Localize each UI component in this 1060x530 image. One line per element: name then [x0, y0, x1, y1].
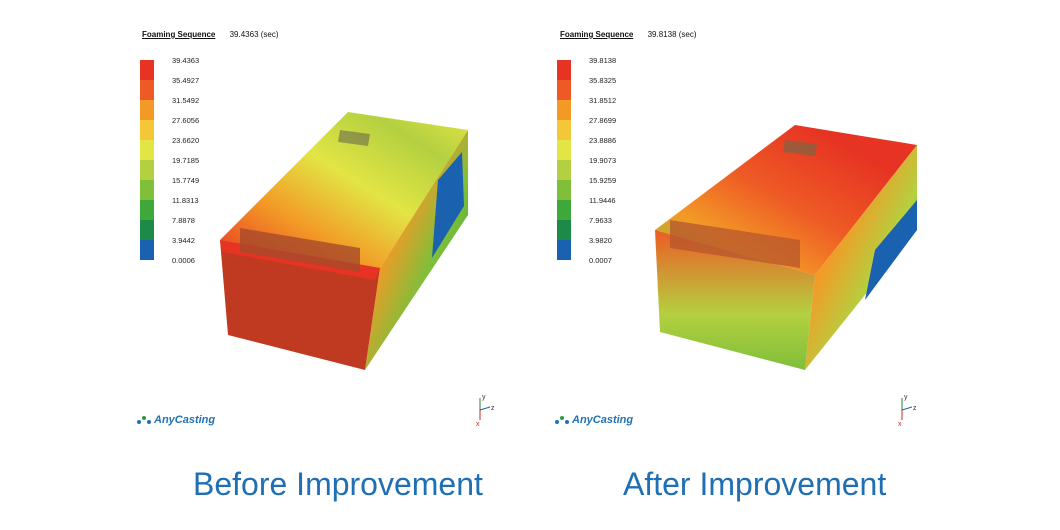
legend-swatch	[140, 180, 154, 200]
legend-tick: 11.8313	[172, 196, 199, 205]
legend-swatch	[140, 60, 154, 80]
logo-text: AnyCasting	[154, 414, 216, 426]
legend-swatch	[557, 220, 571, 240]
panel-before: Foaming Sequence 39.4363 (sec) 39.4363 3…	[136, 30, 495, 502]
legend-swatch	[557, 200, 571, 220]
panel-after: Foaming Sequence 39.8138 (sec) 39.8138 3…	[530, 0, 1060, 530]
legend-tick: 31.5492	[172, 96, 200, 105]
legend-tick: 11.9446	[589, 196, 616, 205]
time-readout: 39.8138 (sec)	[647, 30, 697, 39]
legend-tick: 27.6056	[172, 116, 200, 125]
legend-swatch	[140, 200, 154, 220]
legend-tick: 35.4927	[172, 76, 200, 85]
legend-swatch	[140, 100, 154, 120]
legend-swatch	[140, 240, 154, 260]
legend-swatch	[557, 160, 571, 180]
axis-y-label: y	[904, 394, 908, 401]
axis-z-label: z	[491, 405, 495, 412]
legend-tick: 15.7749	[172, 176, 200, 185]
legend-tick: 31.8512	[589, 96, 617, 105]
logo-mark-icon	[555, 416, 569, 425]
legend-swatch	[557, 140, 571, 160]
legend-tick: 27.8699	[589, 116, 617, 125]
anycasting-logo: AnyCasting	[554, 414, 633, 426]
legend-swatch	[140, 220, 154, 240]
legend-tick: 0.0006	[172, 256, 195, 265]
time-readout: 39.4363 (sec)	[229, 30, 279, 39]
axis-triad: y z x	[898, 394, 917, 428]
caption-before: Before Improvement	[193, 466, 483, 502]
legend-tick: 19.7185	[172, 156, 200, 165]
legend-tick: 3.9442	[172, 236, 195, 245]
legend-header: Foaming Sequence 39.8138 (sec)	[560, 30, 697, 39]
legend-swatch	[140, 80, 154, 100]
logo-text: AnyCasting	[572, 414, 634, 426]
legend-swatch	[140, 140, 154, 160]
legend-tick: 0.0007	[589, 256, 612, 265]
simulation-model-after	[655, 125, 917, 370]
axis-triad: y z x	[476, 394, 495, 428]
legend-tick: 7.9633	[589, 216, 612, 225]
legend-tick: 39.4363	[172, 56, 200, 65]
axis-x-label: x	[898, 421, 902, 428]
logo-mark-icon	[137, 416, 151, 425]
legend-tick: 3.9820	[589, 236, 612, 245]
legend-title: Foaming Sequence	[560, 30, 634, 39]
simulation-model-before	[220, 112, 468, 370]
anycasting-logo: AnyCasting	[136, 414, 215, 426]
legend-tick: 23.8886	[589, 136, 617, 145]
legend-tick: 19.9073	[589, 156, 617, 165]
legend-swatch	[557, 100, 571, 120]
legend-header: Foaming Sequence 39.4363 (sec)	[142, 30, 279, 39]
axis-x-label: x	[476, 421, 480, 428]
axis-y-label: y	[482, 394, 486, 401]
legend-swatch	[557, 180, 571, 200]
legend-title: Foaming Sequence	[142, 30, 216, 39]
legend-swatch	[140, 120, 154, 140]
legend-swatch	[557, 80, 571, 100]
legend-tick: 35.8325	[589, 76, 617, 85]
caption-after: After Improvement	[623, 466, 887, 502]
legend-tick: 39.8138	[589, 56, 617, 65]
legend-swatch	[557, 240, 571, 260]
legend-swatch	[557, 120, 571, 140]
legend-tick: 23.6620	[172, 136, 200, 145]
axis-z-label: z	[913, 405, 917, 412]
legend-tick: 7.8878	[172, 216, 195, 225]
legend-tick: 15.9259	[589, 176, 617, 185]
legend-swatch	[140, 160, 154, 180]
legend-swatch	[557, 60, 571, 80]
